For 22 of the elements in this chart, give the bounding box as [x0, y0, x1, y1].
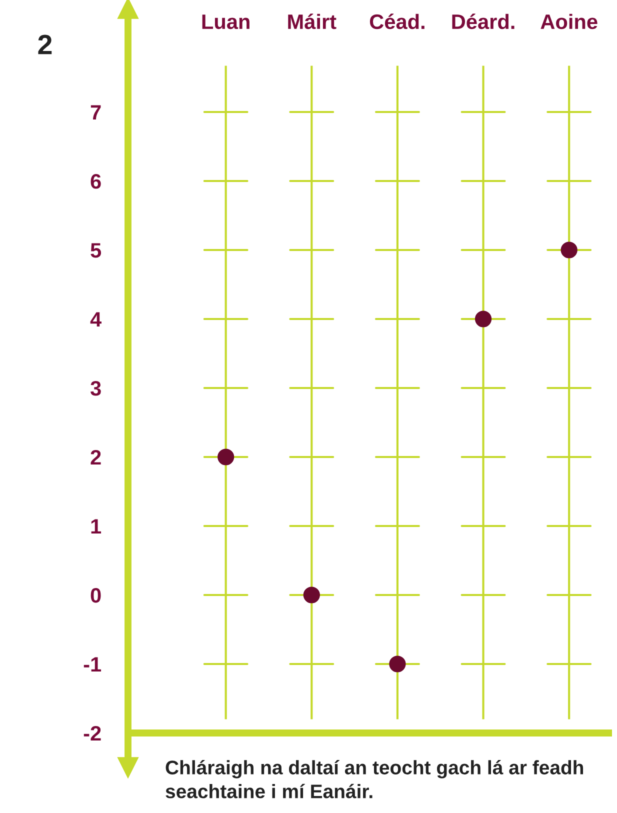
point [474, 310, 492, 328]
y-tick-label: 5 [90, 243, 102, 258]
y-tick-label: -1 [84, 657, 102, 672]
y-tick-label: 3 [90, 381, 101, 396]
y-tick-label: -2 [84, 726, 101, 741]
x-tick-label: Céad. [370, 14, 424, 30]
y-tick-label: 2 [90, 450, 101, 465]
y-tick-label: 7 [90, 105, 101, 120]
x-tick-label: Luan [202, 14, 250, 30]
x-tick-label: Máirt [288, 14, 336, 30]
point [560, 242, 578, 258]
y-tick-label: 1 [91, 519, 102, 534]
y-tick-label: 0 [90, 588, 101, 603]
text: 2 [38, 34, 52, 54]
annotation: Chláraigh na daltaí an teocht gach lá ar feadh seachtaine i mí Eanáir. [166, 760, 584, 798]
y-tick-label: 6 [90, 174, 101, 189]
x-tick-label: Déard. [452, 14, 514, 30]
x-tick-label: Aoine [540, 14, 598, 30]
point [389, 656, 406, 672]
point [218, 448, 234, 466]
y-tick-label: 4 [90, 312, 102, 327]
point [303, 586, 320, 604]
